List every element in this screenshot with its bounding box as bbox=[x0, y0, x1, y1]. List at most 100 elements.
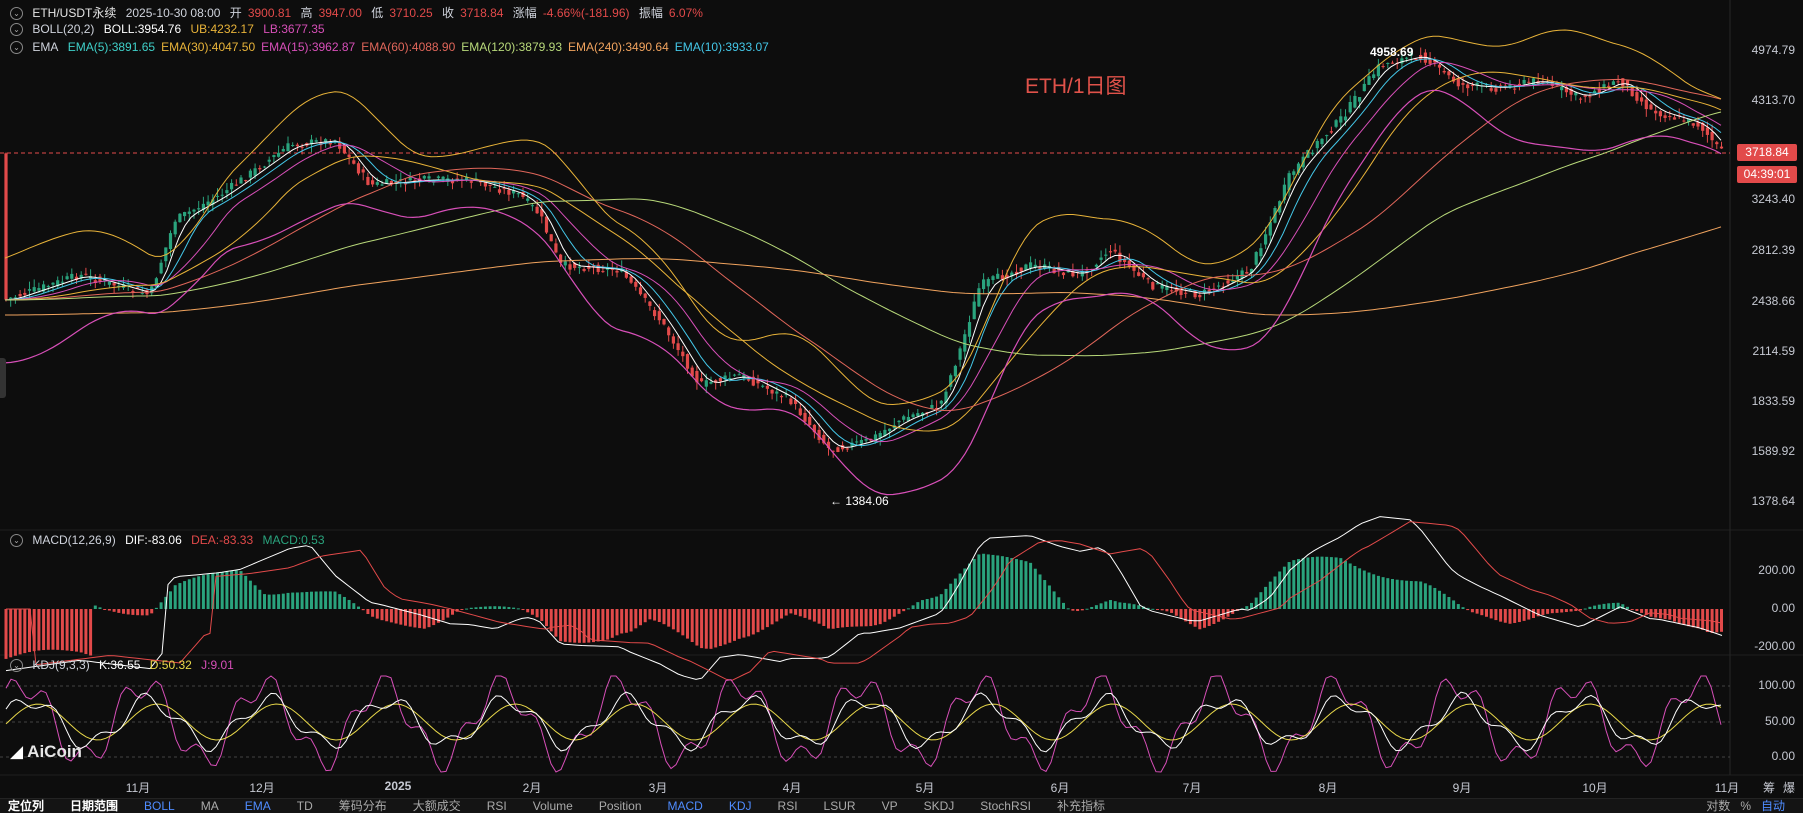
macd-bar bbox=[324, 591, 328, 609]
toolbar-item-17[interactable]: StochRSI bbox=[980, 799, 1031, 813]
macd-bar bbox=[620, 609, 624, 634]
macd-bar bbox=[582, 609, 586, 643]
candle-body bbox=[1475, 82, 1479, 86]
macd-bar bbox=[263, 594, 266, 609]
macd-axis-label: 200.00 bbox=[1758, 563, 1795, 577]
candle-body bbox=[441, 176, 445, 179]
candle-body bbox=[1362, 83, 1366, 92]
macd-name[interactable]: MACD(12,26,9) bbox=[32, 533, 116, 547]
low-value: 3710.25 bbox=[389, 6, 433, 20]
price-axis-label: 4313.70 bbox=[1751, 93, 1795, 107]
macd-bar bbox=[1015, 559, 1018, 609]
macd-bar bbox=[700, 609, 704, 649]
price-axis-label: 2438.66 bbox=[1751, 294, 1795, 308]
candle-body bbox=[1649, 104, 1653, 110]
macd-bar bbox=[422, 609, 426, 629]
macd-bar bbox=[897, 609, 901, 614]
chip-toggle[interactable]: 筹 bbox=[1763, 781, 1776, 795]
kdj-axis-label: 50.00 bbox=[1764, 714, 1795, 728]
toolbar-item-13[interactable]: RSI bbox=[777, 799, 798, 813]
candle-body bbox=[1099, 257, 1103, 260]
candle-body bbox=[79, 274, 83, 279]
macd-bar bbox=[747, 609, 751, 637]
macd-bar bbox=[1433, 587, 1437, 609]
toolbar-item-15[interactable]: VP bbox=[881, 799, 898, 813]
candle-body bbox=[356, 163, 361, 174]
boll-toggle-icon[interactable]: ⌄ bbox=[10, 23, 23, 37]
candle-body bbox=[897, 420, 901, 423]
macd-bar bbox=[89, 609, 93, 656]
toolbar-item-10[interactable]: Position bbox=[598, 799, 642, 813]
macd-bar bbox=[1423, 583, 1427, 609]
macd-bar bbox=[79, 609, 83, 653]
toolbar-item-3[interactable]: MA bbox=[200, 799, 219, 813]
toolbar-item-16[interactable]: SKDJ bbox=[923, 799, 955, 813]
kdj-toggle-icon[interactable]: ⌄ bbox=[10, 659, 23, 673]
macd-bar bbox=[338, 594, 342, 609]
macd-bar bbox=[639, 609, 642, 626]
macd-bar bbox=[596, 609, 600, 642]
toolbar-right-2[interactable]: 自动 bbox=[1760, 799, 1785, 813]
toolbar-item-7[interactable]: 大额成交 bbox=[412, 799, 461, 813]
candle-body bbox=[986, 279, 990, 287]
toolbar-item-12[interactable]: KDJ bbox=[728, 799, 752, 813]
candle-body bbox=[32, 287, 36, 292]
macd-bar bbox=[765, 609, 769, 628]
toolbar-right-0[interactable]: 对数 bbox=[1706, 799, 1731, 813]
ema-name[interactable]: EMA bbox=[32, 40, 59, 54]
macd-bar bbox=[1339, 558, 1343, 609]
macd-bar bbox=[874, 609, 877, 626]
candle-body bbox=[624, 271, 628, 278]
kdj-name[interactable]: KDJ(9,3,3) bbox=[32, 658, 90, 672]
toolbar-item-5[interactable]: TD bbox=[296, 799, 313, 813]
macd-bar bbox=[248, 580, 252, 609]
candle-body bbox=[277, 152, 281, 157]
toolbar-item-14[interactable]: LSUR bbox=[823, 799, 856, 813]
macd-bar bbox=[573, 609, 577, 643]
toolbar-item-9[interactable]: Volume bbox=[532, 799, 573, 813]
toolbar-item-8[interactable]: RSI bbox=[486, 799, 507, 813]
macd-bar bbox=[841, 609, 845, 628]
toolbar-item-1[interactable]: 日期范围 bbox=[70, 799, 119, 813]
candle-body bbox=[1663, 115, 1667, 118]
toolbar-item-18[interactable]: 补充指标 bbox=[1056, 799, 1105, 813]
collapse-icon[interactable]: ⌄ bbox=[10, 7, 23, 21]
candle-body bbox=[577, 266, 581, 268]
macd-toggle-icon[interactable]: ⌄ bbox=[10, 534, 23, 548]
liquidation-toggle[interactable]: 爆 bbox=[1783, 781, 1796, 795]
macd-bar bbox=[1301, 558, 1305, 609]
macd-bar bbox=[1715, 609, 1719, 633]
macd-bar bbox=[1104, 601, 1108, 609]
boll-name[interactable]: BOLL(20,2) bbox=[32, 22, 95, 36]
candle-body bbox=[1221, 286, 1225, 288]
candle-body bbox=[1184, 292, 1188, 294]
candle-body bbox=[18, 293, 22, 297]
candle-body bbox=[582, 268, 586, 271]
candle-body bbox=[544, 216, 549, 233]
price-axis-label: 3243.40 bbox=[1751, 192, 1795, 206]
time-axis-label: 8月 bbox=[1318, 781, 1338, 795]
candle-body bbox=[841, 445, 845, 450]
toolbar-item-0[interactable]: 定位列 bbox=[8, 799, 45, 813]
macd-bar bbox=[173, 585, 177, 609]
left-panel-handle[interactable] bbox=[0, 358, 6, 398]
macd-bar bbox=[498, 606, 501, 609]
macd-bar bbox=[1376, 575, 1380, 609]
macd-bar bbox=[1677, 609, 1681, 624]
toolbar-right-1[interactable]: % bbox=[1740, 799, 1751, 813]
ema-toggle-icon[interactable]: ⌄ bbox=[10, 41, 23, 55]
macd-bar bbox=[107, 609, 111, 611]
candle-body bbox=[1014, 271, 1019, 275]
toolbar-item-6[interactable]: 筹码分布 bbox=[338, 799, 387, 813]
macd-bar bbox=[136, 609, 140, 616]
candle-body bbox=[371, 180, 375, 185]
toolbar-item-11[interactable]: MACD bbox=[667, 799, 703, 813]
toolbar-item-4[interactable]: EMA bbox=[244, 799, 271, 813]
candle-body bbox=[56, 280, 60, 287]
toolbar-item-2[interactable]: BOLL bbox=[144, 799, 175, 813]
candle-body bbox=[789, 398, 793, 405]
candle-body bbox=[657, 311, 661, 321]
price-chart[interactable] bbox=[0, 0, 1803, 780]
macd-bar bbox=[709, 609, 713, 649]
candle-body bbox=[704, 380, 708, 387]
